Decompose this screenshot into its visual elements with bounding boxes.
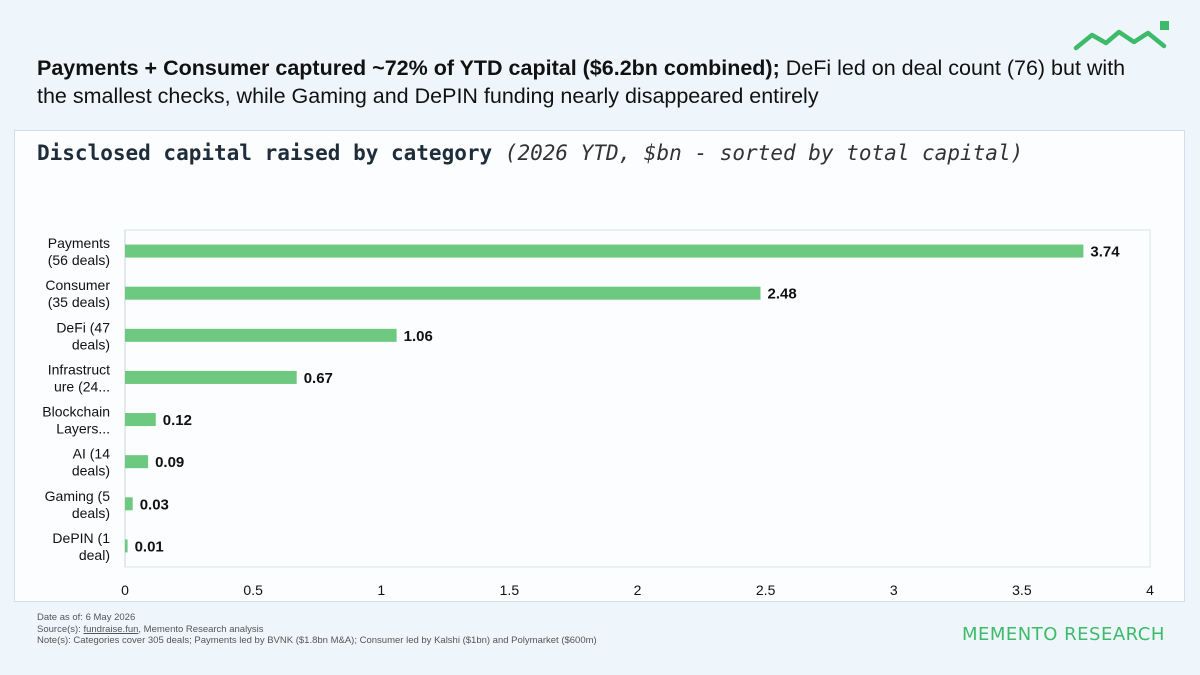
plot-area [124,229,1151,568]
category-label: Infrastruct ure (24... [48,361,110,394]
category-label: AI (14 deals) [72,446,110,479]
category-label: DePIN (1 deal) [52,530,110,563]
memento-logo [1073,21,1169,51]
category-label: Payments (56 deals) [48,235,110,268]
bar [125,286,761,300]
bar [125,328,397,342]
headline-bold: Payments + Consumer captured ~72% of YTD… [37,56,780,80]
x-tick-label: 1 [377,582,385,598]
data-label: 0.01 [135,538,164,555]
data-label: 2.48 [768,286,797,303]
chart-title: Disclosed capital raised by category (20… [37,141,1023,165]
data-label: 0.12 [163,412,192,429]
data-label: 0.09 [155,454,184,471]
source-link[interactable]: fundraise.fun [83,623,139,635]
category-label: Consumer (35 deals) [45,277,110,310]
x-tick-label: 2 [634,582,642,598]
brand-name: MEMENTO RESEARCH [962,624,1165,645]
bar [125,413,156,427]
bar [125,455,149,469]
x-tick-label: 2.5 [756,582,776,598]
bar [125,497,133,511]
x-tick-label: 3 [890,582,898,598]
data-label: 3.74 [1090,244,1120,261]
bar [125,370,297,384]
footer-source-suffix: , Memento Research analysis [138,623,264,635]
x-tick-label: 3.5 [1012,582,1032,598]
footer-note: Note(s): Categories cover 305 deals; Pay… [37,635,597,646]
category-label: Gaming (5 deals) [45,488,111,521]
bar [125,244,1084,258]
category-label: DeFi (47 deals) [56,319,110,352]
x-tick-label: 0 [121,582,129,598]
footer-source-prefix: Source(s): [37,623,84,635]
data-label: 0.03 [140,496,169,513]
x-tick-label: 1.5 [500,582,520,598]
footer-date: Date as of: 6 May 2026 [37,612,136,623]
data-label: 1.06 [404,328,433,345]
footer-source: Source(s): fundraise.fun, Memento Resear… [37,624,597,636]
chart-panel [14,130,1185,602]
bar [125,539,128,553]
x-tick-label: 4 [1146,582,1154,598]
chart-subtitle: (2026 YTD, $bn - sorted by total capital… [504,141,1024,165]
category-label: Blockchain Layers... [42,404,110,437]
headline: Payments + Consumer captured ~72% of YTD… [37,54,1157,110]
x-tick-label: 0.5 [243,582,263,598]
headline-rest: DeFi led on deal count (76) but with the… [37,56,1126,108]
footer: Date as of: 6 May 2026 Source(s): fundra… [37,612,597,647]
chart-title-main: Disclosed capital raised by category [37,141,493,165]
data-label: 0.67 [304,370,333,387]
